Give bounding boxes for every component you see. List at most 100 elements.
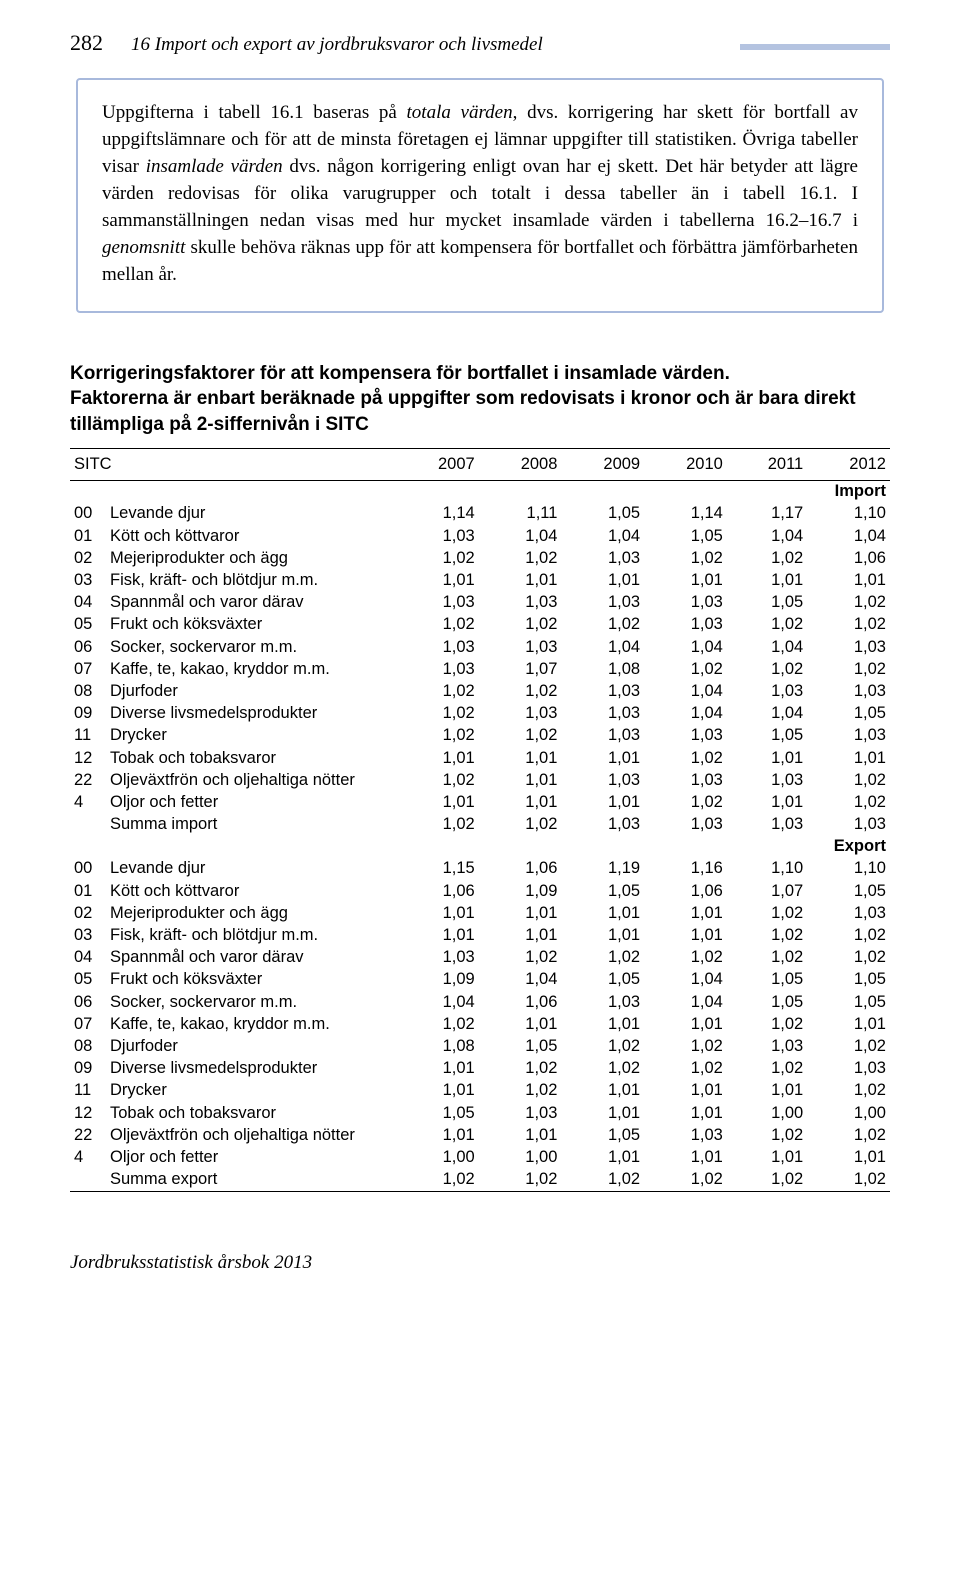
- cell-value: 1,06: [479, 858, 562, 880]
- cell-value: 1,03: [561, 703, 644, 725]
- cell-value: 1,02: [644, 791, 727, 813]
- cell-value: 1,01: [479, 769, 562, 791]
- cell-value: 1,02: [479, 1169, 562, 1192]
- cell-value: 1,03: [479, 592, 562, 614]
- cell-value: 1,02: [807, 947, 890, 969]
- table-row: 04Spannmål och varor därav1,031,021,021,…: [70, 947, 890, 969]
- callout-text: Uppgifterna i tabell 16.1 baseras på: [102, 102, 407, 123]
- corrections-table: SITC 2007 2008 2009 2010 2011 2012 Impor…: [70, 448, 890, 1192]
- cell-value: 1,01: [644, 1146, 727, 1168]
- row-label: Kött och köttvaror: [106, 525, 396, 547]
- cell-value: 1,10: [807, 858, 890, 880]
- cell-value: 1,04: [479, 969, 562, 991]
- cell-value: 1,04: [807, 525, 890, 547]
- cell-value: 1,01: [561, 569, 644, 591]
- sitc-code: 03: [70, 569, 106, 591]
- table-row: 05Frukt och köksväxter1,021,021,021,031,…: [70, 614, 890, 636]
- cell-value: 1,01: [644, 902, 727, 924]
- row-label: Oljor och fetter: [106, 791, 396, 813]
- cell-value: 1,02: [644, 547, 727, 569]
- cell-value: 1,01: [807, 747, 890, 769]
- sitc-code: 02: [70, 902, 106, 924]
- row-label: Frukt och köksväxter: [106, 969, 396, 991]
- cell-value: 1,09: [396, 969, 479, 991]
- cell-value: 1,02: [644, 747, 727, 769]
- row-label: Tobak och tobaksvaror: [106, 1102, 396, 1124]
- cell-value: 1,02: [396, 703, 479, 725]
- cell-value: 1,01: [396, 1124, 479, 1146]
- cell-value: 1,05: [644, 525, 727, 547]
- cell-value: 1,03: [479, 1102, 562, 1124]
- cell-value: 1,01: [479, 1124, 562, 1146]
- row-label: Mejeriprodukter och ägg: [106, 902, 396, 924]
- cell-value: 1,03: [396, 525, 479, 547]
- cell-value: 1,03: [727, 814, 807, 836]
- cell-value: 1,04: [644, 991, 727, 1013]
- cell-value: 1,01: [727, 1080, 807, 1102]
- cell-value: 1,02: [807, 1124, 890, 1146]
- table-row: 12Tobak och tobaksvaror1,011,011,011,021…: [70, 747, 890, 769]
- cell-value: 1,01: [807, 1146, 890, 1168]
- cell-value: 1,01: [561, 747, 644, 769]
- cell-value: 1,01: [396, 924, 479, 946]
- footer-publication: Jordbruksstatistisk årsbok 2013: [70, 1252, 890, 1274]
- cell-value: 1,05: [727, 969, 807, 991]
- cell-value: 1,02: [479, 1080, 562, 1102]
- sitc-code: 06: [70, 636, 106, 658]
- sitc-code: 11: [70, 1080, 106, 1102]
- cell-value: 1,02: [479, 547, 562, 569]
- cell-value: 1,05: [561, 880, 644, 902]
- row-label: Levande djur: [106, 503, 396, 525]
- row-label: Frukt och köksväxter: [106, 614, 396, 636]
- cell-value: 1,02: [396, 1013, 479, 1035]
- table-row: 08Djurfoder1,081,051,021,021,031,02: [70, 1035, 890, 1057]
- row-label: Summa export: [106, 1169, 396, 1192]
- cell-value: 1,02: [727, 658, 807, 680]
- cell-value: 1,01: [396, 1058, 479, 1080]
- table-row: 22Oljeväxtfrön och oljehaltiga nötter1,0…: [70, 769, 890, 791]
- callout-italic: insamlade värden: [146, 156, 283, 177]
- cell-value: 1,04: [644, 680, 727, 702]
- cell-value: 1,05: [561, 969, 644, 991]
- table-row: 04Spannmål och varor därav1,031,031,031,…: [70, 592, 890, 614]
- cell-value: 1,14: [396, 503, 479, 525]
- cell-value: 1,02: [807, 1169, 890, 1192]
- cell-value: 1,03: [644, 592, 727, 614]
- cell-value: 1,01: [396, 1080, 479, 1102]
- cell-value: 1,01: [727, 1146, 807, 1168]
- cell-value: 1,03: [807, 680, 890, 702]
- cell-value: 1,03: [561, 547, 644, 569]
- cell-value: 1,01: [479, 569, 562, 591]
- cell-value: 1,03: [644, 725, 727, 747]
- cell-value: 1,02: [396, 769, 479, 791]
- col-year: 2007: [396, 448, 479, 480]
- row-label: Kaffe, te, kakao, kryddor m.m.: [106, 658, 396, 680]
- cell-value: 1,01: [561, 1102, 644, 1124]
- callout-box: Uppgifterna i tabell 16.1 baseras på tot…: [76, 78, 884, 313]
- col-sitc: SITC: [70, 448, 396, 480]
- cell-value: 1,15: [396, 858, 479, 880]
- cell-value: 1,03: [396, 636, 479, 658]
- cell-value: 1,02: [396, 725, 479, 747]
- cell-value: 1,10: [807, 503, 890, 525]
- cell-value: 1,03: [727, 769, 807, 791]
- callout-italic: genomsnitt: [102, 237, 185, 258]
- sitc-code: 07: [70, 658, 106, 680]
- row-label: Fisk, kräft- och blötdjur m.m.: [106, 569, 396, 591]
- sitc-code: 08: [70, 680, 106, 702]
- sitc-code: 01: [70, 525, 106, 547]
- cell-value: 1,08: [396, 1035, 479, 1057]
- table-row: 07Kaffe, te, kakao, kryddor m.m.1,031,07…: [70, 658, 890, 680]
- row-label: Spannmål och varor därav: [106, 592, 396, 614]
- row-label: Levande djur: [106, 858, 396, 880]
- cell-value: 1,02: [807, 769, 890, 791]
- cell-value: 1,07: [727, 880, 807, 902]
- cell-value: 1,02: [727, 924, 807, 946]
- cell-value: 1,03: [396, 947, 479, 969]
- sitc-code: 02: [70, 547, 106, 569]
- cell-value: 1,05: [727, 725, 807, 747]
- sitc-code: 12: [70, 747, 106, 769]
- cell-value: 1,01: [561, 924, 644, 946]
- row-label: Diverse livsmedelsprodukter: [106, 1058, 396, 1080]
- cell-value: 1,02: [727, 1169, 807, 1192]
